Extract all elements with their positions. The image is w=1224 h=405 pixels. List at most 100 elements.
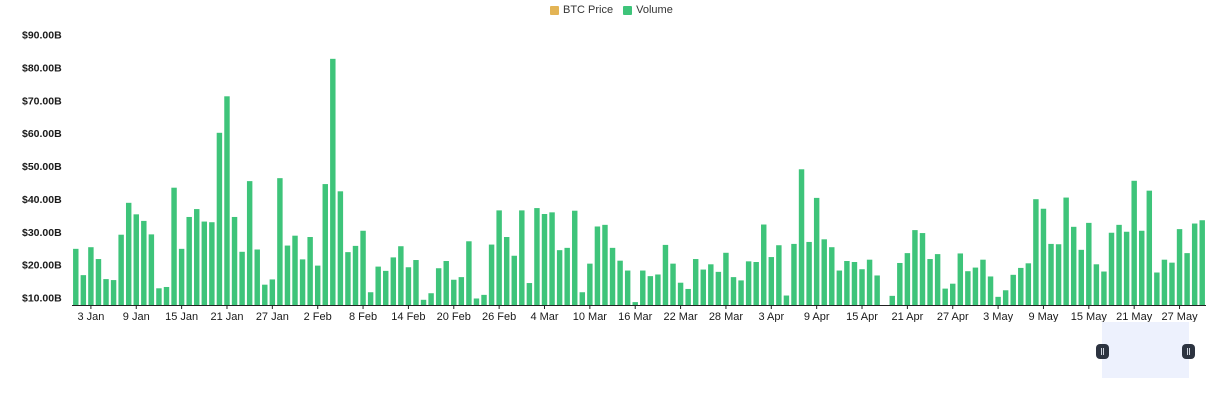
x-tick-label: 26 Feb — [482, 311, 516, 322]
volume-bar — [640, 270, 646, 305]
x-tick-label: 3 Apr — [758, 311, 784, 322]
x-tick-label: 21 May — [1116, 311, 1153, 322]
volume-bar — [859, 269, 865, 305]
volume-bar — [783, 295, 790, 305]
volume-bar — [617, 260, 623, 305]
y-tick-label: $30.00B — [22, 227, 62, 239]
volume-bar — [662, 244, 669, 305]
x-tick-label: 21 Jan — [210, 311, 243, 322]
x-tick-label: 3 May — [983, 311, 1013, 322]
volume-bar — [443, 261, 449, 305]
volume-bar — [481, 294, 487, 305]
volume-bar — [708, 264, 714, 305]
volume-bar — [171, 187, 177, 305]
x-tick-label: 21 Apr — [891, 311, 923, 322]
volume-bar — [337, 191, 344, 305]
volume-bar — [1093, 264, 1100, 305]
volume-bar — [488, 244, 495, 305]
volume-bar — [1018, 267, 1024, 305]
x-tick-label: 8 Feb — [349, 311, 377, 322]
volume-bar — [322, 184, 328, 305]
volume-bar — [473, 298, 480, 305]
range-slider-window[interactable] — [1102, 322, 1189, 378]
volume-bar — [330, 58, 336, 305]
volume-bar — [965, 271, 971, 305]
volume-bar — [1063, 197, 1069, 305]
volume-bar — [299, 259, 306, 305]
volume-bar — [292, 235, 298, 305]
x-tick-label: 22 Mar — [663, 311, 698, 322]
volume-bar — [1086, 222, 1092, 305]
volume-bar — [556, 250, 563, 305]
volume-bar — [821, 239, 827, 305]
volume-bar — [1010, 274, 1016, 305]
volume-bar — [692, 259, 699, 305]
x-tick-label: 15 May — [1071, 311, 1108, 322]
volume-bar — [148, 234, 155, 305]
volume-bar — [836, 270, 843, 305]
volume-bar — [209, 222, 215, 305]
volume-bar — [1123, 231, 1130, 305]
volume-bar — [375, 266, 381, 305]
volume-bar — [398, 246, 404, 305]
volume-bar — [632, 302, 638, 305]
volume-bar — [950, 283, 956, 305]
volume-bar — [519, 210, 525, 305]
x-tick-label: 15 Apr — [846, 311, 878, 322]
volume-bar — [231, 216, 238, 305]
range-slider-right-handle[interactable] — [1182, 344, 1195, 359]
volume-bar — [1184, 253, 1190, 305]
legend-label-volume: Volume — [636, 4, 673, 16]
range-slider-left-handle[interactable] — [1096, 344, 1109, 359]
volume-bar — [201, 221, 208, 305]
x-tick-label: 2 Feb — [304, 311, 332, 322]
legend-item-volume[interactable]: Volume — [623, 4, 673, 16]
volume-bar — [738, 280, 744, 305]
x-tick-label: 3 Jan — [77, 311, 104, 322]
volume-bar — [957, 253, 964, 305]
volume-bar — [163, 286, 170, 305]
y-tick-label: $80.00B — [22, 62, 62, 74]
volume-bar — [1191, 223, 1198, 305]
volume-bar — [594, 226, 601, 305]
volume-bar — [934, 254, 941, 305]
volume-bar — [451, 279, 457, 305]
volume-bar — [80, 275, 87, 305]
volume-bar — [1116, 224, 1122, 305]
x-tick-label: 15 Jan — [165, 311, 198, 322]
volume-bar — [367, 292, 374, 305]
volume-bar — [995, 296, 1001, 305]
volume-bar — [133, 214, 139, 305]
volume-bar — [813, 197, 820, 305]
legend-item-btc-price[interactable]: BTC Price — [550, 4, 613, 16]
volume-bar — [1070, 226, 1077, 305]
x-tick-label: 28 Mar — [709, 311, 744, 322]
volume-bar — [919, 233, 926, 305]
x-tick-label: 27 Apr — [937, 311, 969, 322]
volume-bar — [390, 257, 397, 305]
volume-bar — [95, 259, 102, 305]
volume-bar — [753, 262, 759, 305]
volume-bar — [768, 257, 775, 305]
volume-bar — [420, 299, 427, 305]
volume-bar — [572, 210, 578, 305]
volume-bar — [980, 259, 986, 305]
x-tick-label: 14 Feb — [391, 311, 425, 322]
y-tick-label: $50.00B — [22, 161, 62, 173]
legend-swatch-btc-price — [550, 5, 559, 15]
x-tick-label: 20 Feb — [437, 311, 471, 322]
volume-bar — [194, 209, 200, 305]
volume-bar — [1161, 259, 1168, 305]
volume-bar — [314, 265, 321, 305]
volume-bar — [103, 279, 109, 305]
volume-bar — [912, 230, 918, 305]
volume-bar — [1139, 230, 1145, 305]
volume-bar — [647, 276, 654, 305]
x-tick-label: 9 Jan — [123, 311, 150, 322]
volume-bar — [269, 279, 276, 305]
x-tick-label: 10 Mar — [573, 311, 608, 322]
volume-bar — [156, 288, 162, 305]
volume-bar — [1033, 199, 1039, 305]
volume-bar — [1002, 290, 1009, 305]
volume-bar — [1199, 220, 1205, 305]
